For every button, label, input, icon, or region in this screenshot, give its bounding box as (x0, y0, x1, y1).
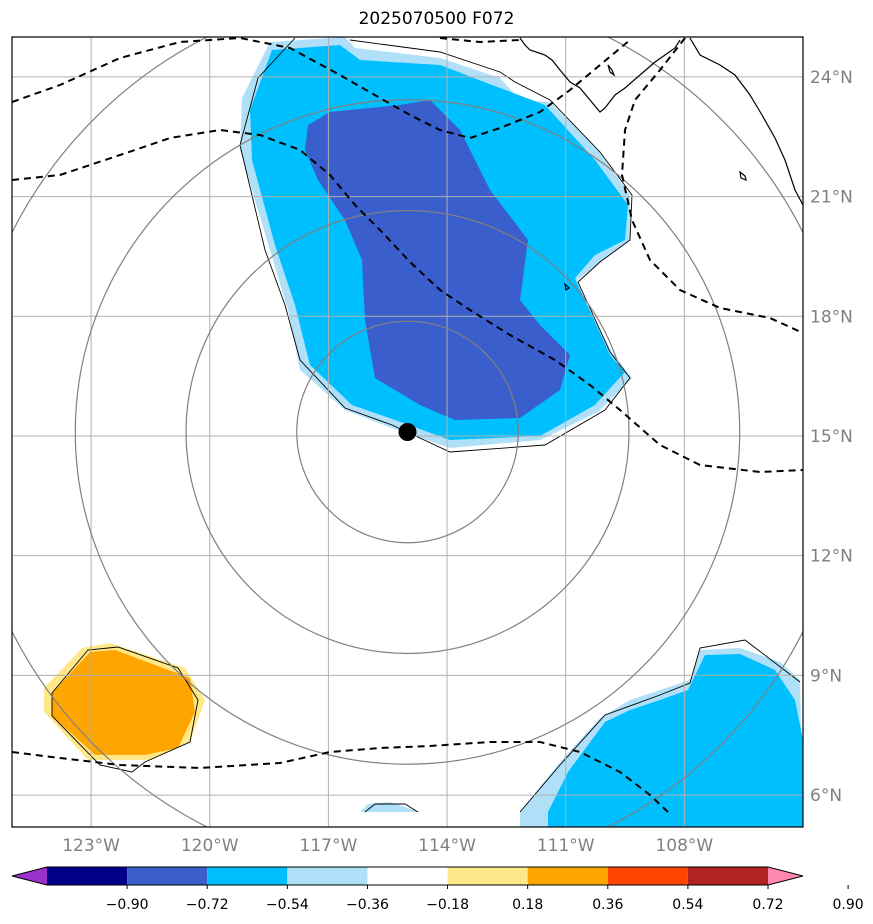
orange-shading (52, 650, 195, 755)
contour-line (519, 639, 801, 813)
sky-blue-shading-se (548, 654, 803, 827)
positive-anomaly-field (44, 643, 205, 760)
latitude-tick-label: 15°N (810, 427, 853, 447)
colorbar-tick-label: 0.36 (592, 897, 623, 913)
colorbar-segment (607, 867, 688, 885)
longitude-labels: 123°W 120°W 117°W 114°W 111°W 108°W (62, 836, 713, 856)
coastline-baja (519, 37, 681, 113)
colorbar-tick-label: −0.18 (426, 897, 469, 913)
longitude-tick-label: 114°W (418, 836, 476, 856)
colorbar-tick-label: 0.90 (833, 897, 864, 913)
colorbar-extend-low (12, 867, 47, 885)
longitude-tick-label: 123°W (62, 836, 120, 856)
colorbar-segment (287, 867, 368, 885)
dashed-contours (12, 37, 803, 813)
latitude-tick-label: 24°N (810, 68, 853, 88)
contour-line (239, 39, 633, 453)
colorbar-tick-label: −0.90 (106, 897, 149, 913)
colorbar-segment (367, 867, 448, 885)
anomaly-contours (51, 37, 801, 813)
dashed-contour (12, 741, 669, 813)
colorbar-segment (447, 867, 528, 885)
latitude-tick-label: 12°N (810, 547, 853, 567)
contour-line (239, 37, 296, 146)
dashed-contour (620, 37, 803, 334)
colorbar-tick-label: −0.72 (186, 897, 229, 913)
coastline-island (739, 170, 747, 181)
latitude-tick-label: 9°N (810, 666, 842, 686)
colorbar-tick-label: −0.54 (266, 897, 309, 913)
longitude-tick-label: 120°W (181, 836, 239, 856)
colorbar-outline (11, 866, 804, 886)
gridlines (12, 37, 803, 827)
colorbar: −0.90 −0.72 −0.54 −0.36 −0.18 0.18 0.36 0.54 0.7… (11, 866, 864, 913)
colorbar-segment (127, 867, 208, 885)
range-rings (12, 37, 803, 827)
colorbar-tick-label: −0.36 (346, 897, 389, 913)
contour-line (51, 646, 199, 773)
latitude-tick-label: 18°N (810, 307, 853, 327)
colorbar-tick-label: 0.18 (512, 897, 543, 913)
colorbar-segment (207, 867, 288, 885)
colorbar-segment (527, 867, 608, 885)
coastline (519, 37, 803, 292)
colorbar-segment (687, 867, 768, 885)
coastline-island (564, 282, 570, 292)
colorbar-extend-high (768, 867, 803, 885)
range-ring (296, 320, 519, 544)
latitude-labels: 24°N 21°N 18°N 15°N 12°N 9°N 6°N (810, 68, 853, 806)
range-ring (74, 99, 741, 765)
dashed-contour (439, 37, 521, 44)
colorbar-tick-label: 0.54 (672, 897, 703, 913)
map-frame (11, 36, 804, 828)
colorbar-segment (47, 867, 128, 885)
dashed-contour (12, 128, 803, 474)
dashed-contour (12, 37, 631, 140)
coastline-mainland (689, 37, 803, 206)
map-title: 2025070500 F072 (358, 9, 515, 29)
longitude-tick-label: 117°W (300, 836, 358, 856)
coastline-island (607, 64, 616, 77)
royal-blue-shading (305, 100, 570, 420)
longitude-tick-label: 111°W (537, 836, 595, 856)
contour-line (364, 803, 419, 813)
map-plot-area (12, 37, 803, 827)
negative-anomaly-field-southeast (360, 648, 803, 827)
latitude-tick-label: 6°N (810, 786, 842, 806)
longitude-tick-label: 108°W (655, 836, 713, 856)
storm-center-marker (398, 423, 417, 441)
range-ring (185, 209, 630, 655)
colorbar-tick-label: 0.72 (752, 897, 783, 913)
latitude-tick-label: 21°N (810, 188, 853, 208)
